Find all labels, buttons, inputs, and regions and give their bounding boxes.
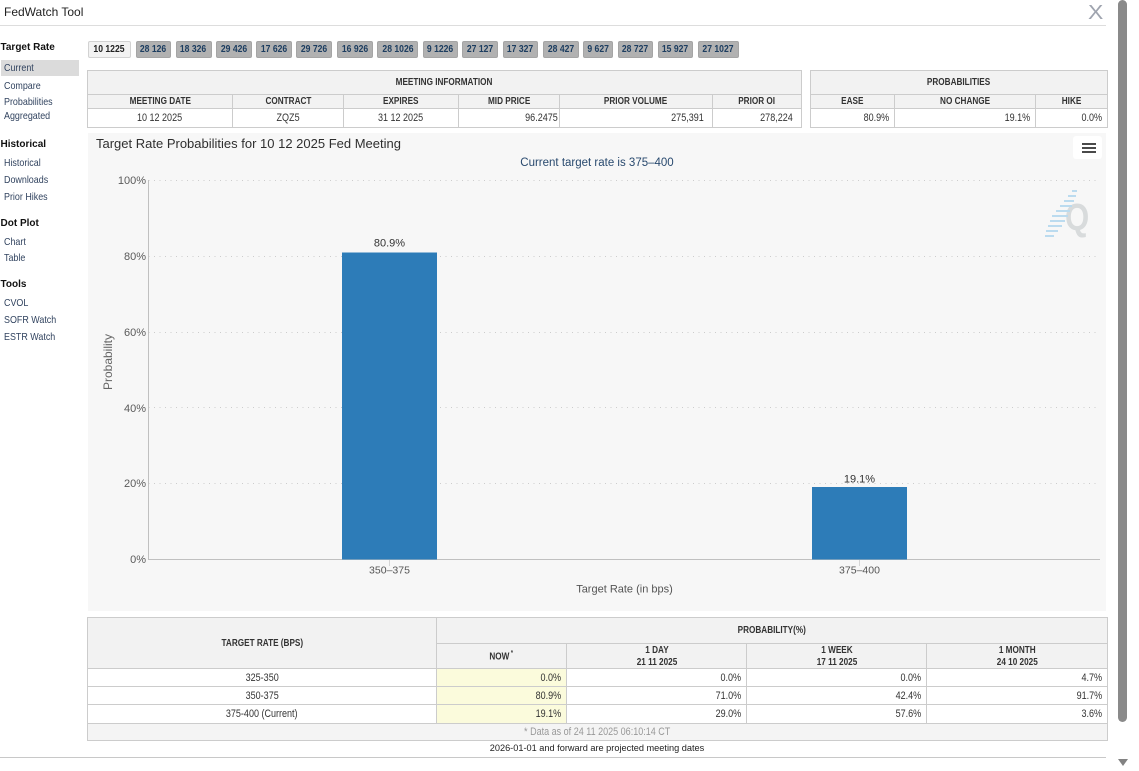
svg-text:60%: 60% <box>124 327 146 339</box>
svg-text:80%: 80% <box>124 251 146 263</box>
svg-text:Q: Q <box>1065 197 1089 239</box>
svg-text:375–400: 375–400 <box>839 565 880 577</box>
svg-text:350–375: 350–375 <box>369 565 410 577</box>
svg-text:Probability: Probability <box>101 334 115 390</box>
svg-text:19.1%: 19.1% <box>844 474 875 486</box>
svg-text:Target Rate (in bps): Target Rate (in bps) <box>576 584 673 596</box>
svg-text:40%: 40% <box>124 403 146 415</box>
svg-text:100%: 100% <box>118 175 146 187</box>
svg-text:0%: 0% <box>130 554 146 566</box>
svg-text:20%: 20% <box>124 478 146 490</box>
svg-text:80.9%: 80.9% <box>374 238 405 250</box>
